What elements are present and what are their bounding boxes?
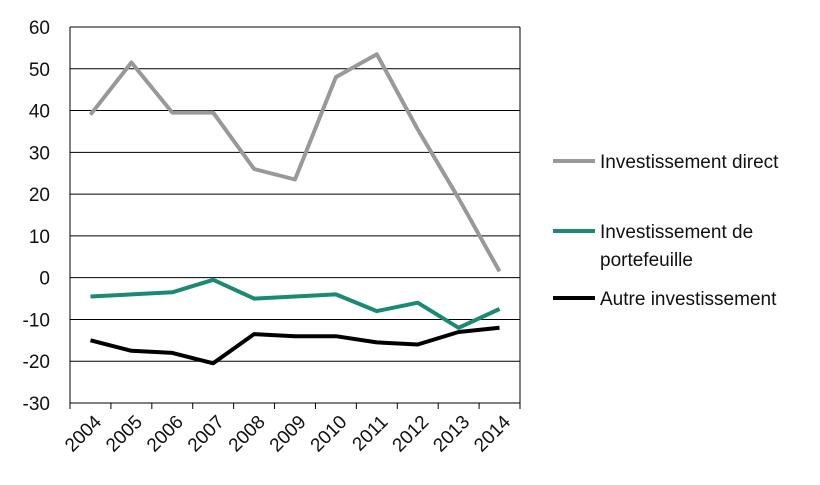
x-axis-ticks: 2004200520062007200820092010201120122013… xyxy=(61,411,515,456)
legend-label: Investissement de xyxy=(600,222,753,243)
x-tick-label: 2010 xyxy=(307,412,352,457)
legend-label: Autre investissement xyxy=(600,289,777,310)
y-tick-label: 50 xyxy=(29,60,50,81)
y-tick-label: -10 xyxy=(23,310,50,331)
y-tick-label: 40 xyxy=(29,102,50,123)
legend-label: portefeuille xyxy=(600,250,693,271)
y-tick-label: 0 xyxy=(39,269,50,290)
legend: Investissement direct Investissement de po… xyxy=(553,152,779,310)
x-tick-label: 2005 xyxy=(102,412,147,457)
series-lines xyxy=(88,52,502,366)
legend-label: Investissement direct xyxy=(600,152,779,173)
x-tick-label: 2011 xyxy=(349,412,393,456)
x-tick-label: 2004 xyxy=(61,411,106,456)
y-tick-label: 30 xyxy=(29,143,50,164)
y-axis-ticks: 60 50 40 30 20 10 0 -10 -20 -30 xyxy=(23,18,50,415)
series-line-0 xyxy=(88,52,502,273)
y-tick-label: -30 xyxy=(23,394,50,415)
x-tick-label: 2014 xyxy=(470,411,515,456)
series-line-2 xyxy=(90,325,500,366)
x-tick-label: 2009 xyxy=(266,412,311,457)
y-tick-label: 60 xyxy=(29,18,50,39)
x-tick-label: 2007 xyxy=(184,412,229,457)
x-tick-label: 2006 xyxy=(143,412,188,457)
x-tick-label: 2008 xyxy=(225,412,270,457)
y-tick-label: 20 xyxy=(29,185,50,206)
x-tick-label: 2013 xyxy=(429,412,474,457)
y-tick-label: 10 xyxy=(29,227,50,248)
series-line-1 xyxy=(90,277,501,330)
y-tick-label: -20 xyxy=(23,352,50,373)
gridlines xyxy=(70,26,520,404)
x-tick-label: 2012 xyxy=(389,412,434,457)
axes xyxy=(69,27,521,409)
